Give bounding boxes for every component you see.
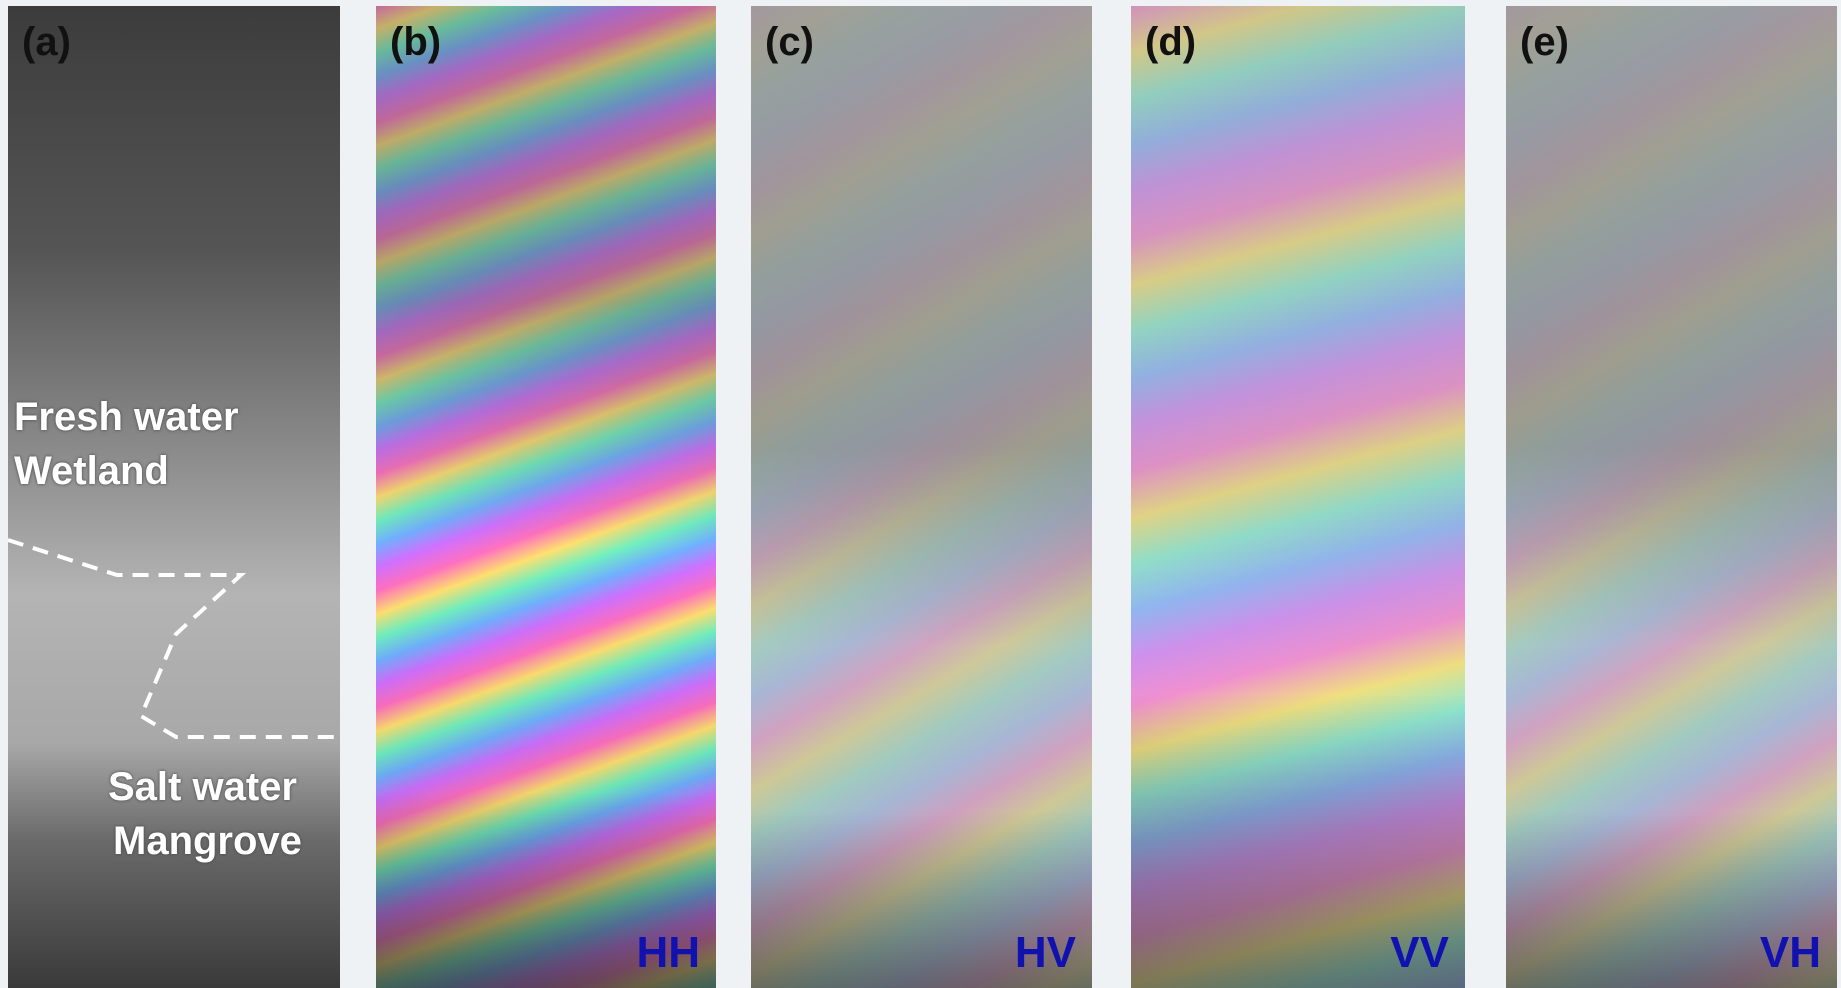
annotation-line: Salt water [108,760,302,814]
figure: (a) (b)HH (c)HV (d)VV (e)VH Fresh waterW… [0,0,1841,988]
annotation-line: Wetland [14,444,239,498]
annotation-line: Mangrove [108,814,302,868]
boundary-line [8,540,340,737]
annotation-line: Fresh water [14,390,239,444]
